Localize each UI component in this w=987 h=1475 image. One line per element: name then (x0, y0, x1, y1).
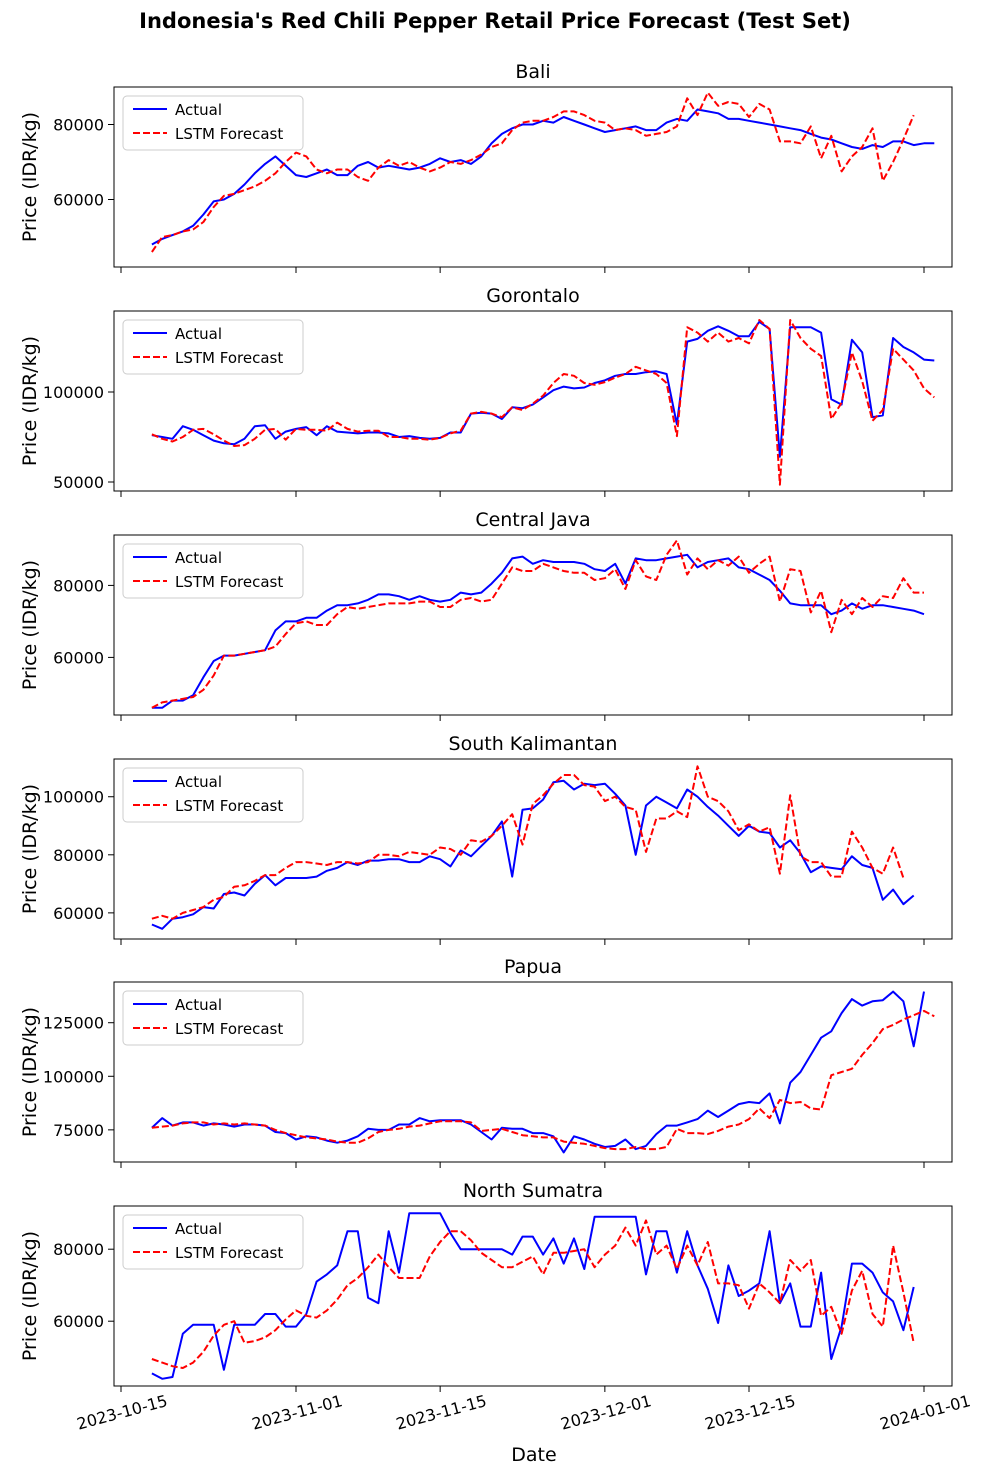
legend-actual-label: Actual (175, 325, 222, 343)
x-axis-label: Date (511, 1444, 556, 1466)
legend-box (122, 543, 304, 599)
subplots-container: Bali 60000 80000 Price (IDR/kg) Actual LSTM F… (19, 61, 973, 1434)
forecast-series-line (151, 91, 915, 253)
legend: Actual LSTM Forecast (122, 767, 304, 823)
subplot-title: Papua (504, 956, 562, 978)
subplot-0: Bali 60000 80000 Price (IDR/kg) Actual LSTM F… (19, 61, 953, 273)
y-tick-label: 60000 (53, 648, 104, 667)
subplot-title: Bali (515, 61, 550, 83)
y-tick-label: 100000 (43, 1067, 104, 1086)
legend-box (122, 319, 304, 375)
legend-actual-label: Actual (175, 549, 222, 567)
x-tick-label: 2023-12-01 (559, 1391, 654, 1433)
y-axis-label: Price (IDR/kg) (19, 560, 41, 690)
actual-series-line (151, 990, 925, 1154)
x-tick-label: 2023-11-01 (250, 1391, 345, 1433)
y-tick-label: 125000 (43, 1014, 104, 1033)
plot-frame (113, 981, 953, 1163)
plot-frame (113, 310, 953, 492)
legend: Actual LSTM Forecast (122, 95, 304, 151)
actual-series-line (151, 1212, 915, 1380)
legend-box (122, 1214, 304, 1270)
subplot-2: Central Java 60000 80000 Price (IDR/kg) Actu… (19, 509, 953, 721)
legend: Actual LSTM Forecast (122, 543, 304, 599)
x-tick-label: 2023-10-15 (75, 1391, 170, 1433)
y-tick-label: 60000 (53, 1312, 104, 1331)
legend-box (122, 95, 304, 151)
legend-box (122, 767, 304, 823)
y-axis-label: Price (IDR/kg) (19, 1231, 41, 1361)
legend: Actual LSTM Forecast (122, 990, 304, 1046)
subplot-title: Gorontalo (486, 285, 579, 307)
legend-forecast-label: LSTM Forecast (175, 573, 283, 591)
x-tick-label: 2024-01-01 (878, 1391, 973, 1433)
legend-forecast-label: LSTM Forecast (175, 125, 283, 143)
y-tick-label: 80000 (53, 116, 104, 135)
subplot-5: North Sumatra 60000 80000 Price (IDR/kg) 202… (19, 1180, 973, 1434)
forecast-series-line (151, 539, 924, 709)
plot-frame (113, 758, 953, 940)
figure-title: Indonesia's Red Chili Pepper Retail Pric… (139, 9, 851, 33)
y-tick-label: 80000 (53, 1240, 104, 1259)
actual-series-line (151, 320, 935, 458)
y-tick-label: 100000 (43, 383, 104, 402)
legend-forecast-label: LSTM Forecast (175, 1020, 283, 1038)
y-tick-label: 80000 (53, 846, 104, 865)
y-tick-label: 100000 (43, 788, 104, 807)
x-tick-label: 2023-12-15 (703, 1391, 798, 1433)
x-tick-label: 2023-11-15 (394, 1391, 489, 1433)
legend-actual-label: Actual (175, 996, 222, 1014)
y-axis-label: Price (IDR/kg) (19, 112, 41, 242)
legend-actual-label: Actual (175, 773, 222, 791)
legend: Actual LSTM Forecast (122, 1214, 304, 1270)
actual-series-line (151, 553, 925, 709)
subplot-title: Central Java (475, 509, 590, 531)
legend-forecast-label: LSTM Forecast (175, 797, 283, 815)
y-axis-label: Price (IDR/kg) (19, 1007, 41, 1137)
y-tick-label: 50000 (53, 473, 104, 492)
legend-forecast-label: LSTM Forecast (175, 1244, 283, 1262)
legend: Actual LSTM Forecast (122, 319, 304, 375)
y-axis-label: Price (IDR/kg) (19, 784, 41, 914)
forecast-series-line (151, 765, 905, 920)
legend-actual-label: Actual (175, 101, 222, 119)
y-tick-label: 60000 (53, 904, 104, 923)
legend-forecast-label: LSTM Forecast (175, 349, 283, 367)
plot-frame (113, 1205, 953, 1387)
y-tick-label: 80000 (53, 576, 104, 595)
legend-actual-label: Actual (175, 1220, 222, 1238)
y-tick-label: 60000 (53, 191, 104, 210)
forecast-series-line (151, 1009, 935, 1151)
legend-box (122, 990, 304, 1046)
y-axis-label: Price (IDR/kg) (19, 336, 41, 466)
plot-frame (113, 86, 953, 268)
forecast-series-line (151, 319, 935, 486)
actual-series-line (151, 779, 915, 930)
subplot-title: South Kalimantan (449, 733, 618, 755)
y-tick-label: 75000 (53, 1121, 104, 1140)
forecast-series-line (151, 1219, 915, 1369)
subplot-title: North Sumatra (463, 1180, 603, 1202)
plot-frame (113, 534, 953, 716)
